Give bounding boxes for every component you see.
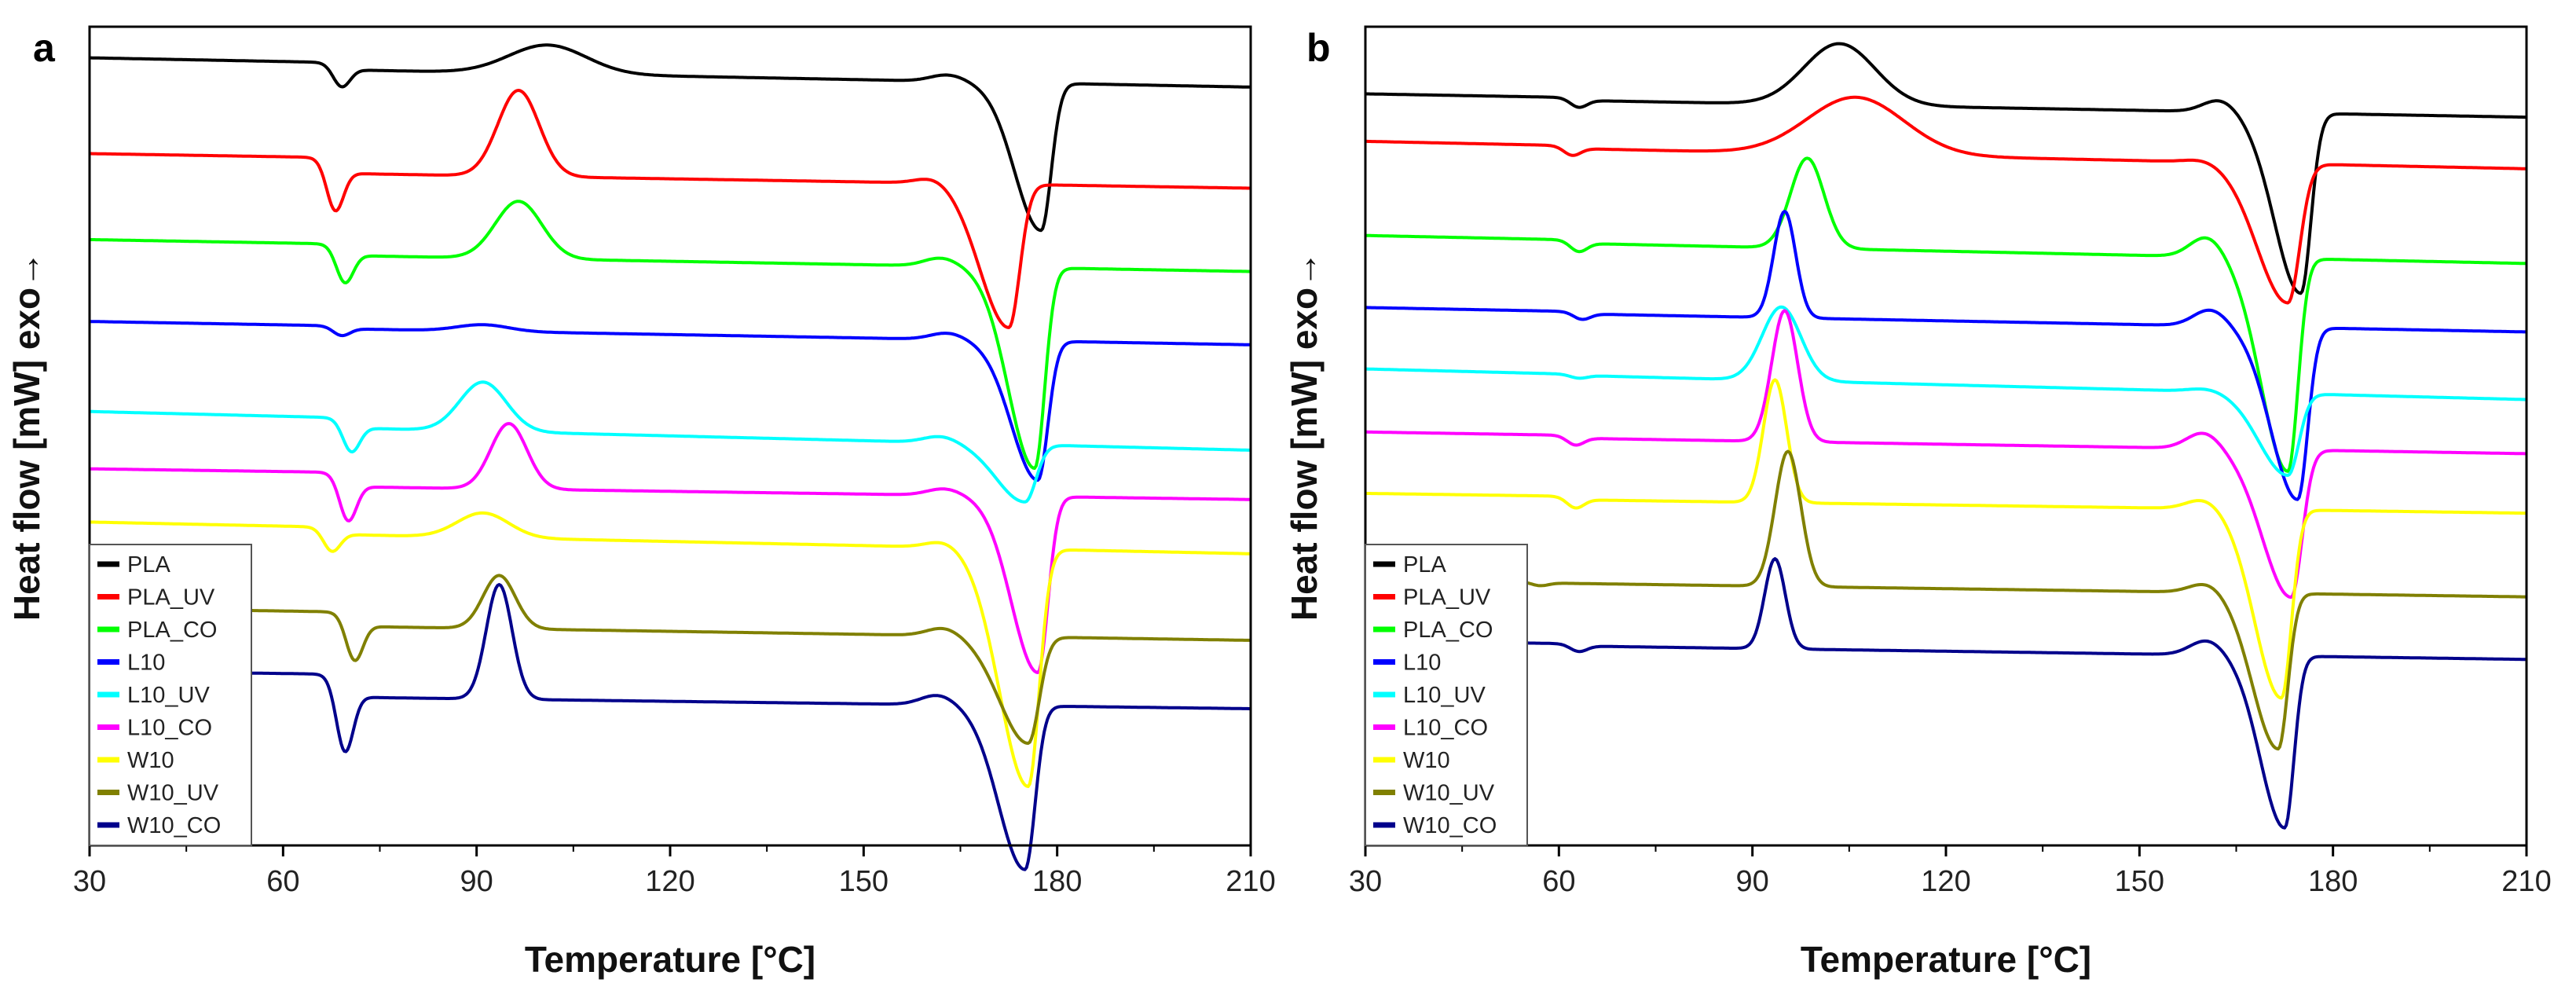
- legend-label-w10: W10: [127, 748, 174, 773]
- x-tick-label: 150: [839, 865, 889, 898]
- panel-a-legend: PLA PLA_UV PLA_CO L10 L10_UV L10_CO W10 W10_UV W…: [89, 544, 252, 846]
- legend-label-pla: PLA: [127, 552, 170, 578]
- panel-a-y-axis-title: Heat flow [mW] exo→: [6, 251, 47, 621]
- x-tick-label: 30: [1349, 865, 1382, 898]
- legend-label-l10: L10: [127, 651, 165, 676]
- legend-label-pla-uv: PLA_UV: [127, 585, 215, 610]
- legend-label-l10: L10: [1403, 651, 1441, 676]
- legend-label-pla-co: PLA_CO: [1403, 618, 1493, 643]
- legend-label-w10-co: W10_CO: [1403, 813, 1497, 838]
- series-line-pla-uv: [90, 89, 1251, 329]
- legend-label-w10-uv: W10_UV: [1403, 781, 1495, 806]
- legend-label-l10-co: L10_CO: [127, 716, 212, 741]
- series-line-l10: [89, 320, 1251, 482]
- series-line-pla-co: [1365, 156, 2527, 473]
- series-line-pla-uv: [1365, 95, 2527, 305]
- x-tick-label: 180: [2308, 865, 2358, 898]
- panel-b-letter: b: [1306, 26, 1331, 70]
- series-line-pla: [90, 43, 1251, 233]
- series-line-l10-uv: [89, 380, 1251, 504]
- panel-a-x-axis-title: Temperature [°C]: [525, 939, 815, 980]
- panel-a-legend-items: PLA PLA_UV PLA_CO L10 L10_UV L10_CO W10 W10_UV W…: [97, 552, 221, 838]
- panel-a-letter: a: [33, 26, 56, 70]
- series-line-w10: [89, 511, 1251, 788]
- x-tick-label: 90: [1736, 865, 1769, 898]
- panel-b-legend: PLA PLA_UV PLA_CO L10 L10_UV L10_CO W10 W10_UV W…: [1365, 544, 1528, 846]
- legend-label-w10-uv: W10_UV: [127, 781, 219, 806]
- panel-b-x-axis-title: Temperature [°C]: [1801, 939, 2091, 980]
- panel-b-legend-items: PLA PLA_UV PLA_CO L10 L10_UV L10_CO W10 W10_UV W…: [1373, 552, 1497, 838]
- series-line-w10-uv: [89, 574, 1251, 745]
- legend-label-pla-co: PLA_CO: [127, 618, 217, 643]
- legend-label-l10-co: L10_CO: [1403, 716, 1488, 741]
- x-tick-label: 120: [645, 865, 694, 898]
- series-line-pla-co: [89, 200, 1251, 470]
- series-line-w10-uv: [1365, 449, 2527, 751]
- panel-a-series-group: [89, 43, 1251, 871]
- panel-a: a 30 60 90 120 150 180 210 Temperature [°C] He…: [6, 25, 1276, 980]
- panel-b-series-group: [1365, 42, 2527, 830]
- x-tick-label: 210: [2501, 865, 2551, 898]
- x-tick-label: 120: [1921, 865, 1970, 898]
- legend-label-w10: W10: [1403, 748, 1450, 773]
- legend-label-w10-co: W10_CO: [127, 813, 221, 838]
- panel-b: b 30 60 90 120 150 180 210 Temperature [°C] He…: [1284, 25, 2552, 980]
- series-line-l10-uv: [1365, 305, 2527, 477]
- x-tick-label: 210: [1226, 865, 1275, 898]
- series-line-l10-co: [1365, 309, 2527, 600]
- x-tick-label: 90: [460, 865, 493, 898]
- series-line-l10: [1365, 210, 2527, 501]
- x-tick-label: 30: [73, 865, 106, 898]
- series-line-w10: [1365, 378, 2527, 700]
- series-line-pla: [1365, 42, 2527, 295]
- panel-b-y-axis-title: Heat flow [mW] exo→: [1284, 251, 1325, 621]
- legend-label-l10-uv: L10_UV: [127, 683, 210, 708]
- panel-a-x-axis: 30 60 90 120 150 180 210: [73, 845, 1276, 898]
- legend-label-pla: PLA: [1403, 552, 1446, 578]
- x-tick-label: 60: [266, 865, 299, 898]
- x-tick-label: 180: [1032, 865, 1082, 898]
- legend-label-l10-uv: L10_UV: [1403, 683, 1486, 708]
- series-line-w10-co: [90, 583, 1251, 871]
- x-tick-label: 60: [1542, 865, 1575, 898]
- panel-b-x-axis: 30 60 90 120 150 180 210: [1349, 845, 2552, 898]
- x-tick-label: 150: [2115, 865, 2164, 898]
- series-line-w10-co: [1365, 557, 2527, 830]
- legend-label-pla-uv: PLA_UV: [1403, 585, 1491, 610]
- series-line-l10-co: [90, 422, 1251, 674]
